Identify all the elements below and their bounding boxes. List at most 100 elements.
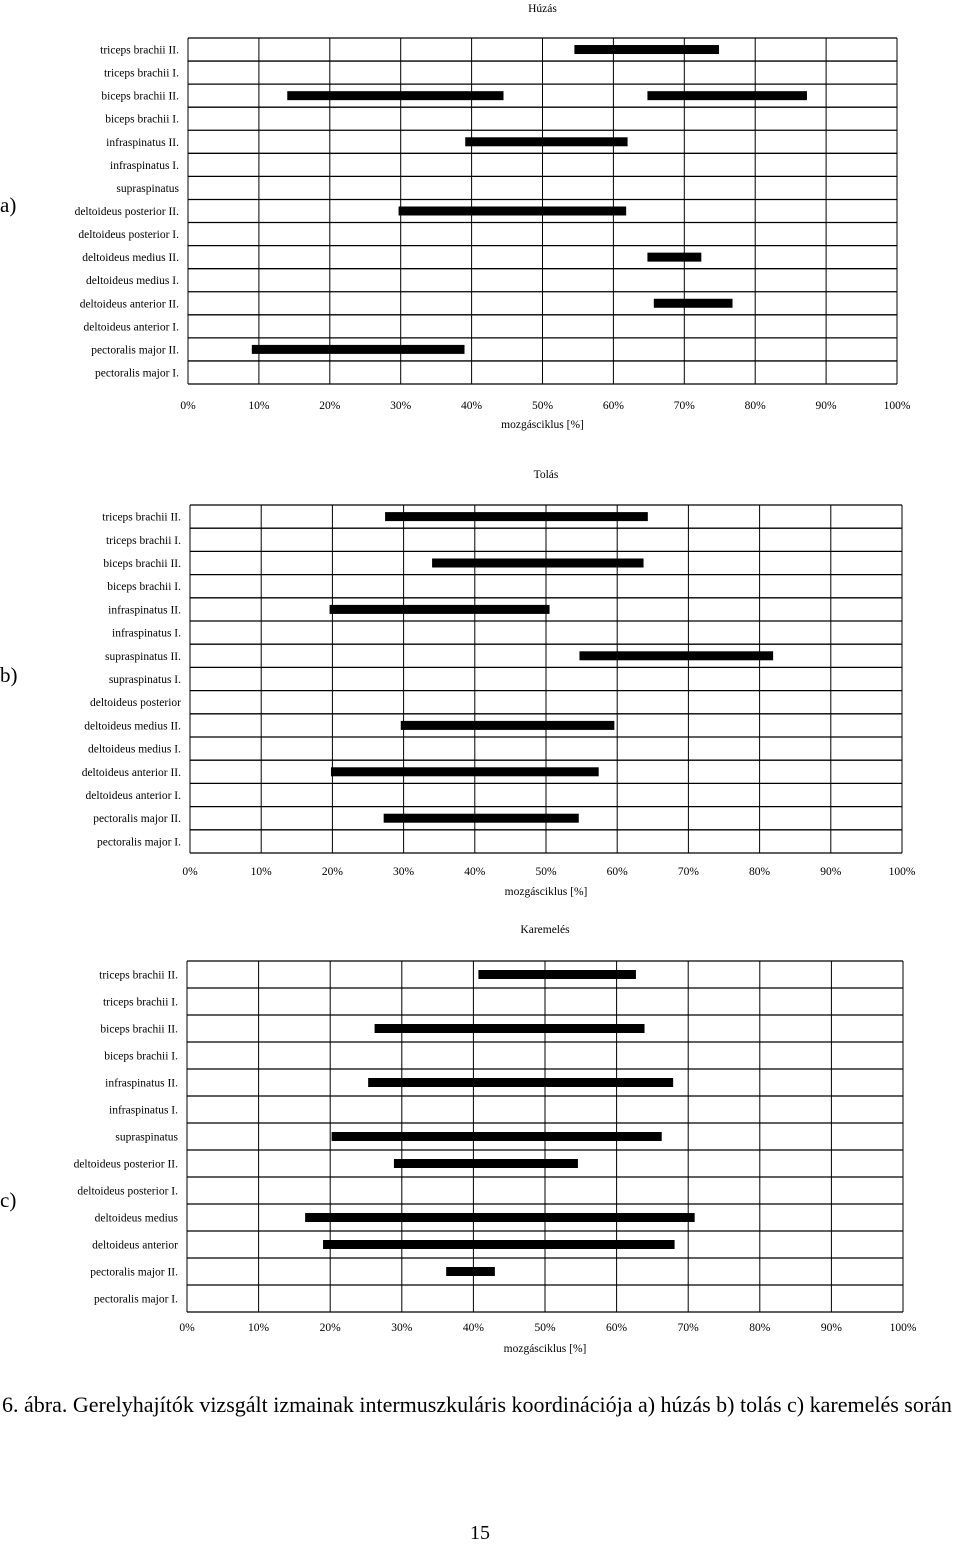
activation-bar bbox=[329, 604, 550, 614]
x-tick-label: 100% bbox=[889, 866, 916, 878]
activation-bar bbox=[383, 813, 579, 823]
row-label: infraspinatus II. bbox=[108, 604, 181, 616]
row-label: biceps brachii II. bbox=[100, 1024, 178, 1036]
x-tick-label: 0% bbox=[182, 866, 198, 878]
x-tick-label: 80% bbox=[745, 400, 767, 412]
x-tick-label: 40% bbox=[463, 1322, 485, 1334]
x-tick-label: 60% bbox=[607, 866, 629, 878]
row-label: biceps brachii I. bbox=[105, 114, 179, 126]
x-axis-label: mozgásciklus [%] bbox=[501, 419, 584, 431]
x-tick-label: 20% bbox=[319, 400, 341, 412]
x-tick-label: 70% bbox=[678, 866, 700, 878]
row-label: pectoralis major II. bbox=[93, 813, 181, 825]
activation-bar bbox=[465, 137, 628, 147]
x-tick-label: 20% bbox=[322, 866, 344, 878]
x-tick-label: 10% bbox=[251, 866, 273, 878]
row-label: triceps brachii I. bbox=[103, 997, 178, 1009]
activation-bar bbox=[330, 767, 599, 777]
x-tick-label: 60% bbox=[606, 1322, 628, 1334]
chart-title: Húzás bbox=[528, 3, 557, 15]
row-label: triceps brachii I. bbox=[106, 535, 181, 547]
row-label: deltoideus anterior I. bbox=[84, 321, 180, 333]
row-label: deltoideus medius II. bbox=[84, 720, 181, 732]
x-tick-label: 30% bbox=[393, 866, 415, 878]
x-tick-label: 0% bbox=[179, 1322, 195, 1334]
activation-bar bbox=[398, 206, 627, 216]
row-label: triceps brachii II. bbox=[99, 970, 178, 982]
row-label: deltoideus posterior I. bbox=[77, 1186, 178, 1198]
row-label: deltoideus medius bbox=[95, 1213, 179, 1225]
row-label: pectoralis major I. bbox=[97, 836, 181, 848]
activation-bar bbox=[653, 298, 733, 308]
panel-label-c: c) bbox=[0, 1188, 17, 1212]
activation-bar bbox=[579, 651, 774, 661]
activation-bar bbox=[432, 558, 644, 568]
x-tick-label: 40% bbox=[464, 866, 486, 878]
row-label: triceps brachii I. bbox=[104, 68, 179, 80]
row-label: pectoralis major I. bbox=[94, 1294, 178, 1306]
row-label: biceps brachii I. bbox=[107, 581, 181, 593]
row-label: deltoideus posterior I. bbox=[78, 229, 179, 241]
x-tick-label: 100% bbox=[890, 1322, 917, 1334]
row-label: infraspinatus II. bbox=[106, 137, 179, 149]
x-tick-label: 80% bbox=[749, 866, 771, 878]
row-label: deltoideus posterior bbox=[90, 697, 181, 709]
x-tick-label: 0% bbox=[180, 400, 196, 412]
activation-bar bbox=[446, 1267, 495, 1276]
activation-bar bbox=[647, 252, 702, 262]
x-axis-label: mozgásciklus [%] bbox=[504, 1343, 587, 1355]
x-axis-label: mozgásciklus [%] bbox=[505, 886, 588, 898]
row-label: deltoideus anterior I. bbox=[86, 790, 182, 802]
row-label: triceps brachii II. bbox=[102, 512, 181, 524]
row-label: deltoideus anterior II. bbox=[82, 767, 181, 779]
row-label: deltoideus anterior II. bbox=[80, 298, 179, 310]
row-label: deltoideus anterior bbox=[92, 1240, 178, 1252]
row-label: supraspinatus II. bbox=[105, 651, 181, 663]
row-label: biceps brachii II. bbox=[103, 558, 181, 570]
row-label: deltoideus posterior II. bbox=[74, 1159, 179, 1171]
row-label: deltoideus medius I. bbox=[88, 744, 181, 756]
x-tick-label: 70% bbox=[678, 1322, 700, 1334]
x-tick-label: 30% bbox=[390, 400, 412, 412]
activation-bar bbox=[368, 1078, 674, 1087]
row-label: pectoralis major II. bbox=[90, 1267, 178, 1279]
figure-caption: 6. ábra. Gerelyhajítók vizsgált izmainak… bbox=[2, 1392, 952, 1417]
chart-title: Karemelés bbox=[520, 924, 570, 936]
row-label: supraspinatus bbox=[116, 183, 179, 195]
x-tick-label: 60% bbox=[603, 400, 625, 412]
activation-bar bbox=[287, 91, 504, 101]
x-tick-label: 10% bbox=[248, 1322, 270, 1334]
activation-bar bbox=[385, 512, 648, 522]
row-label: infraspinatus I. bbox=[110, 160, 179, 172]
chart-pushing: Tolás 0% 10% 20% 30% 40% 50% 60% 70% 80% 90% 100% tr… bbox=[82, 469, 916, 898]
activation-bar bbox=[251, 344, 465, 354]
row-label: supraspinatus bbox=[115, 1132, 178, 1144]
row-label: supraspinatus I. bbox=[109, 674, 181, 686]
activation-bar bbox=[393, 1159, 578, 1168]
x-tick-label: 50% bbox=[532, 400, 554, 412]
activation-bar bbox=[323, 1240, 675, 1249]
activation-bar bbox=[331, 1132, 662, 1141]
x-tick-label: 50% bbox=[534, 1322, 556, 1334]
x-tick-label: 50% bbox=[535, 866, 557, 878]
row-label: pectoralis major II. bbox=[91, 344, 179, 356]
x-tick-label: 40% bbox=[461, 400, 483, 412]
activation-bar bbox=[305, 1213, 695, 1222]
activation-bar bbox=[647, 91, 807, 101]
x-tick-label: 90% bbox=[821, 1322, 843, 1334]
x-tick-label: 90% bbox=[820, 866, 842, 878]
x-tick-label: 70% bbox=[674, 400, 696, 412]
x-tick-label: 100% bbox=[884, 400, 911, 412]
x-tick-label: 20% bbox=[320, 1322, 342, 1334]
page-number: 15 bbox=[470, 1522, 490, 1544]
row-label: pectoralis major I. bbox=[95, 367, 179, 379]
panel-label-b: b) bbox=[0, 663, 18, 687]
chart-pulling: Húzás 0% 10% 20% 30% 40% 50% 60% 70% 80% 90% 100% tr… bbox=[75, 3, 911, 431]
x-tick-label: 30% bbox=[391, 1322, 413, 1334]
row-label: deltoideus posterior II. bbox=[75, 206, 180, 218]
chart-title: Tolás bbox=[534, 469, 559, 481]
row-label: infraspinatus I. bbox=[112, 628, 181, 640]
activation-bar bbox=[574, 45, 720, 55]
x-tick-label: 90% bbox=[816, 400, 838, 412]
row-label: biceps brachii II. bbox=[101, 91, 179, 103]
